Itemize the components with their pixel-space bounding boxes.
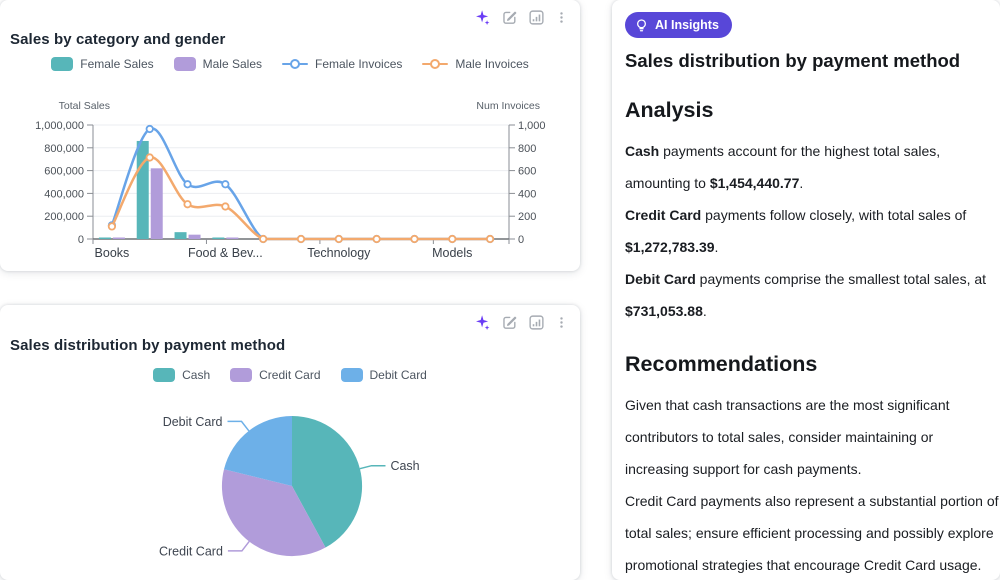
legend-line-marker: [282, 57, 308, 71]
pie-chart-title: Sales distribution by payment method: [10, 337, 286, 354]
legend-swatch: [51, 57, 74, 71]
pie-chart-legend: Cash Credit Card Debit Card: [0, 367, 580, 383]
pie-card-toolbar: [474, 314, 568, 331]
combo-chart-title: Sales by category and gender: [10, 31, 226, 48]
pie-chart-card: Sales distribution by payment method Cas…: [0, 305, 580, 580]
svg-text:Credit Card: Credit Card: [159, 544, 223, 558]
legend-item-credit-card[interactable]: Credit Card: [230, 368, 321, 382]
more-options-icon[interactable]: [555, 9, 568, 26]
svg-text:600: 600: [518, 166, 536, 178]
insight-paragraph: Given that cash transactions are the mos…: [625, 397, 950, 477]
ai-insights-badge: AI Insights: [625, 12, 732, 38]
svg-text:400: 400: [518, 188, 536, 200]
insight-paragraph: Credit Card payments also represent a su…: [625, 493, 999, 573]
svg-text:Total Sales: Total Sales: [59, 100, 110, 112]
legend-label: Male Invoices: [455, 57, 529, 71]
svg-text:600,000: 600,000: [44, 166, 84, 178]
insight-paragraph: Cash payments account for the highest to…: [625, 143, 941, 191]
more-options-icon[interactable]: [555, 314, 568, 331]
legend-item-debit-card[interactable]: Debit Card: [340, 368, 427, 382]
svg-text:200,000: 200,000: [44, 211, 84, 223]
legend-swatch: [153, 368, 176, 382]
chart-type-icon[interactable]: [528, 314, 545, 331]
legend-label: Cash: [182, 368, 211, 382]
legend-label: Debit Card: [369, 368, 427, 382]
chart-type-icon[interactable]: [528, 9, 545, 26]
legend-swatch: [230, 368, 253, 382]
legend-item-male-invoices[interactable]: Male Invoices: [422, 57, 529, 71]
legend-swatch: [173, 57, 196, 71]
legend-item-male-sales[interactable]: Male Sales: [173, 57, 262, 71]
legend-item-female-invoices[interactable]: Female Invoices: [282, 57, 402, 71]
ai-insights-badge-label: AI Insights: [655, 18, 719, 32]
recommendations-heading: Recommendations: [625, 352, 818, 376]
lightbulb-icon: [637, 18, 646, 31]
ai-sparkle-icon[interactable]: [474, 9, 491, 26]
pie-chart-canvas[interactable]: Cash Credit Card Debit Card: [0, 388, 580, 580]
svg-text:Books: Books: [95, 246, 130, 260]
svg-text:200: 200: [518, 211, 536, 223]
svg-text:Cash: Cash: [390, 459, 419, 473]
combo-card-toolbar: [474, 9, 568, 26]
combo-chart-canvas[interactable]: Total Sales Num Invoices 0 0 200,000 200 400,0…: [0, 90, 580, 270]
combo-chart-card: Sales by category and gender Female Sale…: [0, 0, 580, 271]
insights-title: Sales distribution by payment method: [625, 50, 961, 71]
insight-paragraph: Credit Card payments follow closely, wit…: [625, 207, 967, 255]
svg-text:Models: Models: [432, 246, 472, 260]
svg-text:0: 0: [78, 234, 84, 246]
svg-text:Debit Card: Debit Card: [163, 415, 223, 429]
edit-icon[interactable]: [501, 314, 518, 331]
analysis-paragraphs: Cash payments account for the highest to…: [625, 135, 1000, 327]
legend-label: Credit Card: [259, 368, 321, 382]
legend-label: Female Sales: [80, 57, 154, 71]
svg-text:800,000: 800,000: [44, 143, 84, 155]
svg-text:400,000: 400,000: [44, 188, 84, 200]
svg-text:0: 0: [518, 234, 524, 246]
svg-text:800: 800: [518, 143, 536, 155]
insight-paragraph: Debit Card payments comprise the smalles…: [625, 271, 987, 319]
analysis-heading: Analysis: [625, 98, 714, 122]
ai-insights-panel: AI Insights Sales distribution by paymen…: [612, 0, 1000, 580]
edit-icon[interactable]: [501, 9, 518, 26]
svg-text:Technology: Technology: [307, 246, 371, 260]
legend-line-marker: [422, 57, 449, 71]
svg-text:Food & Bev...: Food & Bev...: [188, 246, 263, 260]
legend-label: Male Sales: [202, 57, 262, 71]
ai-sparkle-icon[interactable]: [474, 314, 491, 331]
legend-swatch: [340, 368, 363, 382]
legend-label: Female Invoices: [315, 57, 403, 71]
svg-text:Num Invoices: Num Invoices: [476, 100, 540, 112]
svg-text:1,000: 1,000: [518, 120, 546, 132]
legend-item-cash[interactable]: Cash: [153, 368, 210, 382]
combo-chart-legend: Female Sales Male Sales Female Invoices Mal…: [0, 56, 580, 72]
legend-item-female-sales[interactable]: Female Sales: [51, 57, 154, 71]
svg-text:1,000,000: 1,000,000: [35, 120, 84, 132]
recommendations-paragraphs: Given that cash transactions are the mos…: [625, 389, 1000, 580]
